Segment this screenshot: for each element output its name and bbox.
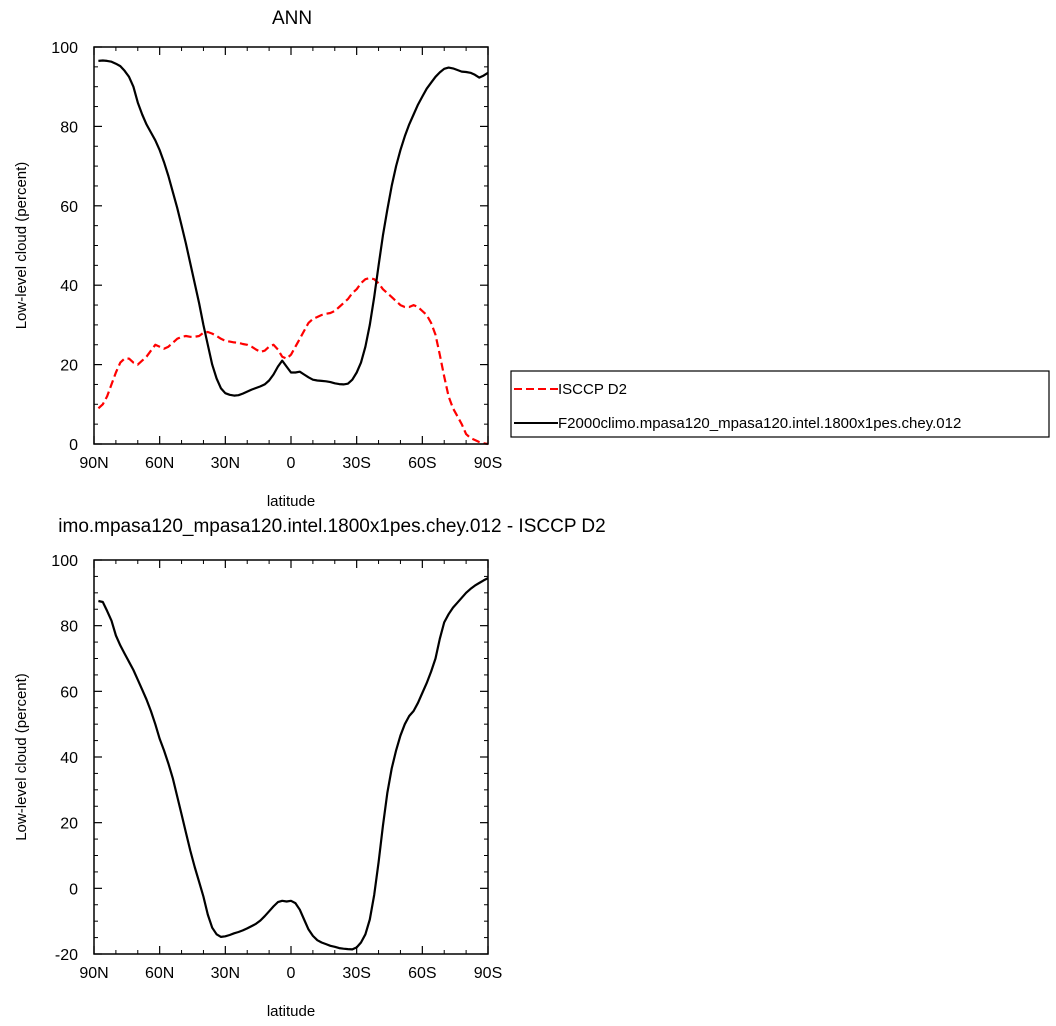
- top-y-tick-label: 80: [60, 119, 78, 136]
- bottom-x-tick-label: 60N: [145, 965, 174, 982]
- top-x-tick-label: 60N: [145, 455, 174, 472]
- top-x-tick-label: 90S: [474, 455, 502, 472]
- bottom-y-tick-label: -20: [55, 947, 78, 964]
- top-x-tick-label: 60S: [408, 455, 436, 472]
- bottom-y-tick-label: 60: [60, 684, 78, 701]
- legend-label-isccp: ISCCP D2: [558, 381, 627, 398]
- legend-label-model: F2000climo.mpasa120_mpasa120.intel.1800x…: [558, 415, 961, 432]
- top-y-tick-label: 40: [60, 278, 78, 295]
- top-x-tick-label: 0: [287, 455, 296, 472]
- bottom-y-tick-label: 100: [51, 553, 78, 570]
- bottom-plot-frame: [93, 559, 489, 955]
- bottom-x-tick-label: 90S: [474, 965, 502, 982]
- bottom-x-tick-label: 0: [287, 965, 296, 982]
- bottom-y-tick-label: 0: [69, 881, 78, 898]
- bottom-x-tick-label: 90N: [79, 965, 108, 982]
- bottom-x-tick-label: 30N: [211, 965, 240, 982]
- top-y-tick-label: 100: [51, 40, 78, 57]
- top-y-tick-label: 20: [60, 358, 78, 375]
- bottom-y-tick-label: 20: [60, 816, 78, 833]
- top-y-tick-label: 0: [69, 437, 78, 454]
- top-plot-frame: [93, 46, 489, 445]
- legend-box: [510, 370, 1050, 438]
- bottom-y-tick-label: 80: [60, 619, 78, 636]
- bottom-y-tick-label: 40: [60, 750, 78, 767]
- bottom-x-tick-label: 30S: [342, 965, 370, 982]
- bottom-chart-title: imo.mpasa120_mpasa120.intel.1800x1pes.ch…: [58, 516, 605, 537]
- top-y-tick-label: 60: [60, 199, 78, 216]
- legend: ISCCP D2 F2000climo.mpasa120_mpasa120.in…: [510, 370, 1050, 438]
- top-series-line-0: [97, 277, 488, 446]
- top-chart-title: ANN: [272, 8, 312, 29]
- top-series-line-1: [98, 59, 488, 397]
- top-y-axis-label: Low-level cloud (percent): [13, 162, 30, 330]
- bottom-x-tick-label: 60S: [408, 965, 436, 982]
- bottom-x-axis-label: latitude: [267, 1003, 315, 1020]
- top-x-tick-label: 30S: [342, 455, 370, 472]
- top-x-tick-label: 90N: [79, 455, 108, 472]
- bottom-y-axis-label: Low-level cloud (percent): [13, 673, 30, 841]
- chart-top: ANN 90N 60N 30N 0 30S 60S 90S 0 20 40 60 80 100 latitu…: [13, 8, 502, 510]
- top-x-axis-label: latitude: [267, 493, 315, 510]
- bottom-series-line-0: [98, 577, 488, 951]
- top-x-tick-label: 30N: [211, 455, 240, 472]
- chart-bottom: imo.mpasa120_mpasa120.intel.1800x1pes.ch…: [13, 516, 606, 1020]
